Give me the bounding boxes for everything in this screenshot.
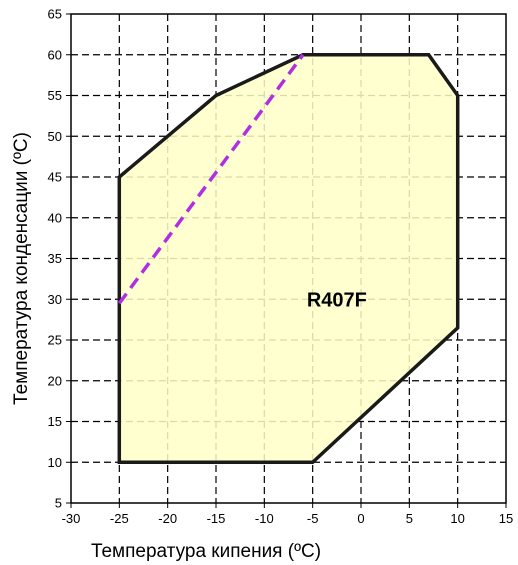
- y-tick-label: 35: [48, 251, 62, 266]
- x-tick-label: -25: [110, 511, 129, 526]
- y-tick-label: 50: [48, 129, 62, 144]
- x-tick-label: -15: [207, 511, 226, 526]
- x-tick-label: -5: [307, 511, 319, 526]
- x-tick-label: 15: [499, 511, 513, 526]
- x-tick-label: -20: [158, 511, 177, 526]
- y-tick-label: 25: [48, 333, 62, 348]
- envelope-polygon: [117, 53, 460, 465]
- y-axis-label: Температура конденсации (ºC): [11, 132, 32, 405]
- y-tick-label: 40: [48, 210, 62, 225]
- tick-labels: -30 -25 -20 -15 -10 -5 0 5 10 15 5 10 15 20 25 30 35 40 45…: [48, 7, 514, 527]
- x-tick-label: -30: [62, 511, 81, 526]
- y-tick-label: 15: [48, 414, 62, 429]
- y-tick-label: 20: [48, 373, 62, 388]
- y-tick-label: 45: [48, 170, 62, 185]
- x-tick-label: 10: [450, 511, 464, 526]
- y-tick-label: 55: [48, 88, 62, 103]
- y-tick-label: 65: [48, 7, 62, 22]
- x-tick-label: 5: [406, 511, 413, 526]
- y-tick-label: 30: [48, 292, 62, 307]
- y-tick-label: 60: [48, 47, 62, 62]
- x-axis-label: Температура кипения (ºC): [91, 541, 321, 562]
- x-tick-label: -10: [255, 511, 274, 526]
- x-tick-label: 0: [357, 511, 364, 526]
- dashed-line: [117, 53, 305, 305]
- y-tick-label: 10: [48, 455, 62, 470]
- series-layer: [117, 53, 460, 465]
- y-tick-label: 5: [55, 496, 62, 511]
- region-label: R407F: [307, 289, 367, 311]
